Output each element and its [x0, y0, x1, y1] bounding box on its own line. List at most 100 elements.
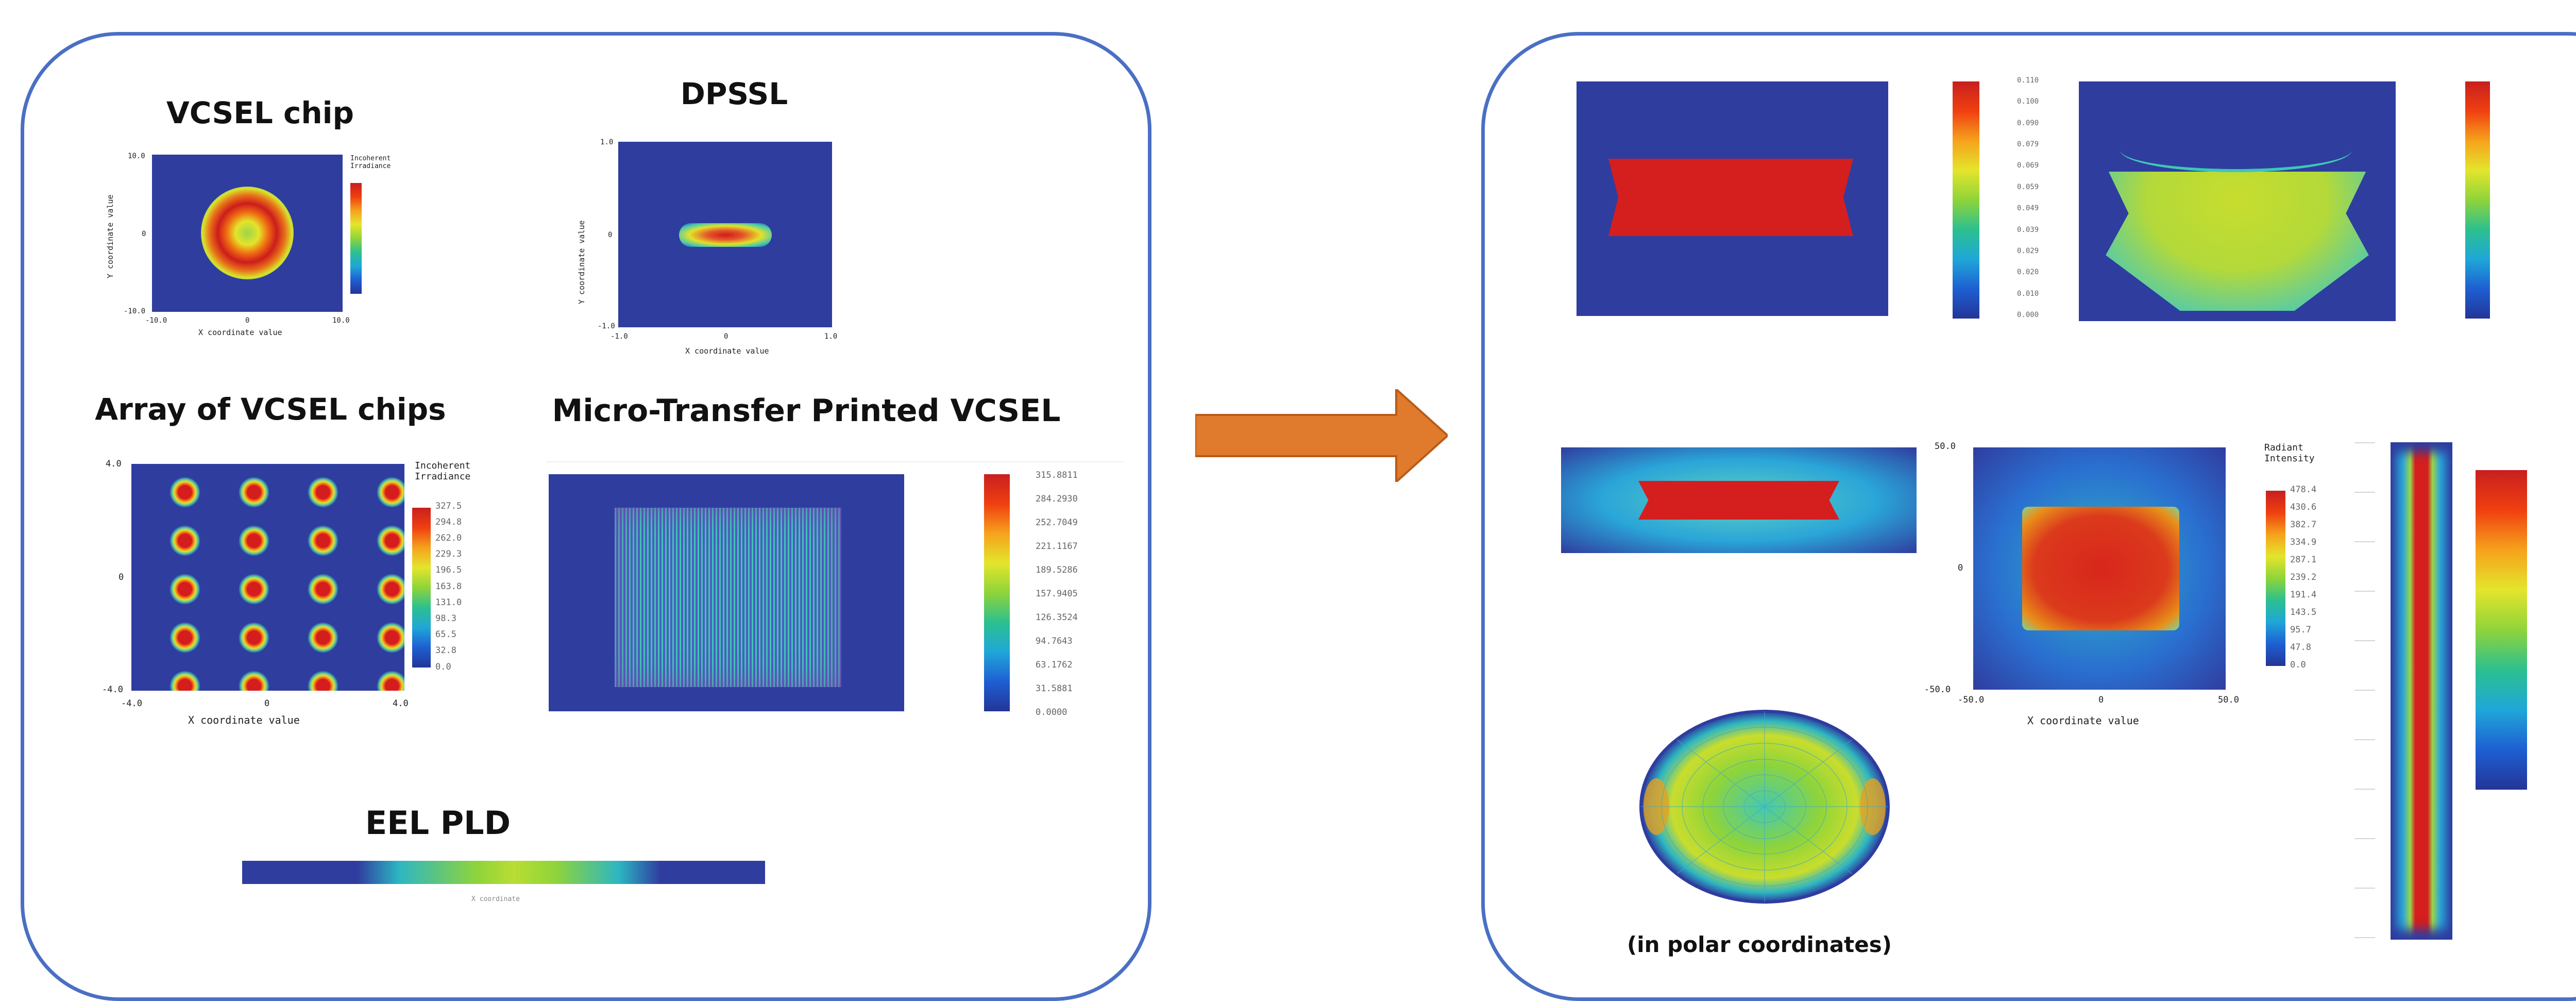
array-y-tick: -4.0 [102, 685, 123, 695]
tall-map [2391, 442, 2452, 940]
middle-x-tick: -50.0 [1958, 695, 1985, 705]
array-colorbar [412, 508, 431, 668]
vcsel-ylabel: Y coordinate value [106, 194, 115, 278]
vcsel-chip-colorbar [350, 183, 362, 294]
dpssl-x-tick: 1.0 [824, 332, 838, 341]
middle-y-tick: 50.0 [1935, 441, 1956, 452]
mtp-frame [546, 461, 1123, 725]
array-y-tick: 4.0 [106, 459, 122, 469]
colorbar-tick-label: 239.2 [2290, 572, 2317, 582]
colorbar-tick-label: 0.059 [2017, 182, 2039, 191]
array-x-tick: 0 [264, 698, 270, 709]
middle-x-tick: 50.0 [2218, 695, 2239, 705]
colorbar-tick-label: 0.029 [2017, 246, 2039, 255]
dpssl-xlabel: X coordinate value [685, 346, 769, 356]
middle-y-tick: -50.0 [1924, 685, 1951, 695]
colorbar-tick-label: 221.1167 [1036, 541, 1078, 552]
mtp-map [549, 474, 904, 711]
top-beam-2-arc [2120, 128, 2352, 172]
eel-map [242, 861, 765, 884]
polar-plot [1639, 710, 1890, 904]
top-beam-2 [2106, 172, 2369, 311]
dpssl-ylabel: Y coordinate value [577, 220, 586, 304]
vcsel-y-tick: -10.0 [124, 307, 146, 315]
middle-colorbar [2266, 491, 2285, 666]
vcsel-x-tick: 10.0 [332, 316, 350, 325]
array-title: Array of VCSEL chips [95, 392, 446, 427]
colorbar-tick-label: 430.6 [2290, 502, 2317, 512]
colorbar-tick-label: 47.8 [2290, 642, 2311, 653]
dpssl-beam [679, 223, 772, 247]
vcsel-ring [201, 187, 294, 279]
dpssl-y-tick: -1.0 [598, 322, 615, 330]
arrow-right-icon [1195, 389, 1448, 482]
polar-caption: (in polar coordinates) [1627, 932, 1892, 957]
array-map [131, 464, 404, 691]
colorbar-tick-label: 334.9 [2290, 537, 2317, 547]
vcsel-xlabel: X coordinate value [198, 328, 282, 337]
colorbar-tick-label: 0.020 [2017, 268, 2039, 277]
colorbar-tick-label: 143.5 [2290, 607, 2317, 618]
colorbar-tick-label: 262.0 [435, 532, 462, 543]
colorbar-tick-label: 0.090 [2017, 119, 2039, 127]
colorbar-tick-label: 0.069 [2017, 161, 2039, 170]
mtp-colorbar [984, 474, 1010, 711]
vcsel-y-tick: 10.0 [128, 152, 145, 160]
array-x-tick: 4.0 [393, 698, 409, 709]
slab-map [1561, 447, 1917, 553]
dpssl-y-tick: 1.0 [600, 138, 614, 146]
colorbar-tick-label: 315.8811 [1036, 470, 1078, 480]
colorbar-tick-label: 287.1 [2290, 554, 2317, 565]
dpssl-title: DPSSL [680, 76, 788, 111]
colorbar-tick-label: 163.8 [435, 581, 462, 592]
vcsel-chip-legend: Incoherent Irradiance [350, 155, 391, 170]
tall-y-ticks [2354, 442, 2375, 940]
array-grid [131, 464, 404, 691]
colorbar-tick-label: 0.039 [2017, 225, 2039, 234]
middle-xlabel: X coordinate value [2027, 714, 2139, 727]
colorbar-tick-label: 65.5 [435, 629, 456, 640]
colorbar-tick-label: 196.5 [435, 565, 462, 576]
colorbar-tick-label: 126.3524 [1036, 612, 1078, 623]
colorbar-tick-label: 0.010 [2017, 289, 2039, 298]
top-map-1 [1577, 81, 1888, 316]
tall-colorbar [2476, 470, 2527, 790]
top-beam-1 [1608, 159, 1853, 236]
colorbar-tick-label: 0.110 [2017, 76, 2039, 85]
array-y-tick: 0 [118, 572, 124, 582]
colorbar-tick-label: 191.4 [2290, 589, 2317, 600]
middle-y-tick: 0 [1958, 563, 1963, 573]
colorbar-tick-label: 131.0 [435, 597, 462, 608]
mtp-title: Micro-Transfer Printed VCSEL [552, 393, 1061, 429]
vcsel-chip-map [152, 155, 343, 312]
dpssl-x-tick: -1.0 [611, 332, 628, 341]
colorbar-tick-label: 382.7 [2290, 519, 2317, 530]
middle-beam [2022, 507, 2179, 630]
colorbar-tick-label: 31.5881 [1036, 683, 1073, 694]
mtp-array [615, 508, 841, 687]
colorbar-tick-label: 252.7049 [1036, 517, 1078, 528]
colorbar-tick-label: 478.4 [2290, 484, 2317, 495]
colorbar-tick-label: 95.7 [2290, 624, 2311, 635]
array-x-tick: -4.0 [121, 698, 142, 709]
top-map-2 [2079, 81, 2396, 321]
vcsel-chip-title: VCSEL chip [166, 95, 354, 130]
colorbar-tick-label: 98.3 [435, 613, 456, 624]
middle-map [1973, 447, 2226, 690]
vcsel-y-tick: 0 [142, 230, 146, 238]
eel-xlabel: X coordinate [471, 895, 520, 903]
colorbar-tick-label: 0.079 [2017, 140, 2039, 149]
colorbar-tick-label: 0.049 [2017, 204, 2039, 213]
colorbar-tick-label: 0.000 [2017, 311, 2039, 319]
eel-title: EEL PLD [365, 804, 511, 842]
colorbar-tick-label: 157.9405 [1036, 588, 1078, 599]
top-colorbar-2 [2465, 81, 2490, 319]
colorbar-tick-label: 94.7643 [1036, 636, 1073, 646]
colorbar-tick-label: 63.1762 [1036, 659, 1073, 670]
colorbar-tick-label: 0.0 [435, 661, 451, 672]
top-colorbar-1 [1953, 81, 1979, 319]
dpssl-y-tick: 0 [608, 231, 613, 239]
vcsel-x-tick: -10.0 [145, 316, 167, 325]
colorbar-tick-label: 229.3 [435, 549, 462, 560]
colorbar-tick-label: 327.5 [435, 500, 462, 511]
